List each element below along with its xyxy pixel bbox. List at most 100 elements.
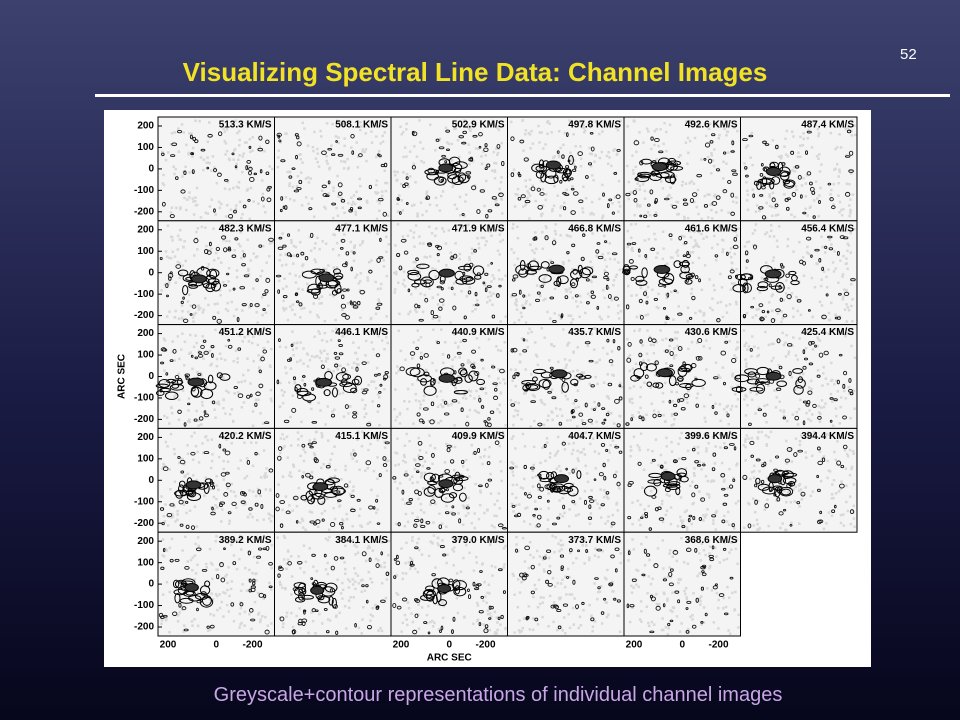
noise-contour	[212, 400, 216, 405]
emission-core	[318, 273, 335, 283]
noise-pixel	[236, 131, 239, 135]
noise-pixel	[615, 273, 619, 276]
noise-contour	[703, 157, 707, 161]
noise-contour	[491, 365, 496, 369]
noise-contour	[160, 347, 167, 352]
noise-pixel	[182, 500, 186, 503]
emission-contour	[158, 378, 171, 389]
noise-contour	[608, 294, 612, 299]
noise-pixel	[409, 293, 413, 296]
noise-contour	[499, 368, 505, 374]
noise-pixel	[166, 445, 169, 448]
noise-pixel	[783, 414, 786, 418]
noise-pixel	[385, 459, 388, 463]
noise-pixel	[532, 445, 536, 449]
noise-pixel	[805, 173, 809, 177]
noise-pixel	[649, 489, 653, 493]
noise-pixel	[450, 382, 453, 386]
noise-pixel	[204, 476, 208, 479]
noise-pixel	[190, 132, 193, 135]
noise-pixel	[194, 119, 197, 123]
noise-pixel	[191, 624, 194, 627]
emission-contour	[779, 486, 794, 497]
noise-contour	[239, 286, 246, 290]
noise-pixel	[571, 370, 575, 373]
noise-contour	[711, 404, 715, 409]
noise-pixel	[538, 131, 542, 134]
noise-pixel	[520, 315, 524, 318]
noise-pixel	[610, 299, 614, 302]
noise-contour	[678, 398, 685, 402]
noise-pixel	[187, 409, 190, 412]
noise-contour	[715, 195, 721, 200]
noise-pixel	[645, 352, 649, 356]
noise-pixel	[205, 161, 209, 165]
noise-pixel	[335, 241, 339, 245]
noise-pixel	[167, 514, 170, 518]
noise-pixel	[850, 283, 853, 286]
noise-pixel	[771, 191, 775, 195]
noise-pixel	[812, 223, 815, 227]
noise-pixel	[711, 435, 715, 439]
noise-pixel	[605, 154, 609, 158]
noise-pixel	[644, 289, 648, 293]
noise-pixel	[199, 156, 203, 159]
noise-pixel	[396, 202, 399, 206]
emission-contour	[749, 387, 764, 392]
noise-pixel	[422, 399, 425, 402]
noise-pixel	[629, 445, 633, 448]
noise-pixel	[561, 391, 564, 394]
noise-pixel	[766, 476, 769, 480]
noise-contour	[601, 407, 606, 411]
noise-pixel	[763, 508, 767, 511]
noise-pixel	[230, 217, 234, 220]
noise-contour	[626, 357, 632, 363]
noise-pixel	[528, 522, 532, 526]
noise-pixel	[469, 390, 473, 393]
noise-pixel	[636, 182, 639, 185]
noise-pixel	[642, 141, 645, 144]
noise-contour	[159, 256, 163, 261]
noise-contour	[641, 416, 645, 422]
noise-pixel	[385, 235, 388, 239]
noise-contour	[728, 484, 734, 489]
noise-contour	[298, 179, 303, 185]
noise-pixel	[601, 253, 604, 256]
noise-pixel	[256, 537, 259, 540]
noise-pixel	[337, 136, 340, 139]
noise-pixel	[247, 165, 250, 168]
noise-pixel	[338, 121, 341, 125]
noise-pixel	[334, 269, 337, 273]
noise-contour	[631, 242, 637, 245]
noise-pixel	[422, 511, 426, 514]
noise-pixel	[301, 263, 305, 266]
noise-pixel	[431, 317, 435, 320]
noise-pixel	[639, 354, 643, 357]
noise-pixel	[719, 446, 722, 449]
noise-pixel	[310, 471, 314, 474]
noise-pixel	[542, 282, 546, 286]
noise-contour	[190, 525, 196, 530]
noise-pixel	[744, 365, 748, 368]
noise-pixel	[279, 381, 282, 385]
noise-contour	[424, 297, 429, 303]
noise-pixel	[829, 379, 833, 383]
noise-pixel	[380, 339, 384, 342]
noise-contour	[260, 196, 265, 202]
noise-contour	[843, 291, 850, 297]
noise-pixel	[512, 462, 515, 465]
noise-pixel	[421, 147, 425, 150]
noise-pixel	[639, 432, 643, 435]
noise-pixel	[539, 461, 542, 465]
noise-pixel	[204, 211, 207, 215]
noise-pixel	[807, 431, 810, 434]
noise-contour	[603, 418, 607, 422]
noise-pixel	[422, 284, 425, 287]
noise-pixel	[445, 504, 448, 508]
velocity-label: 497.8 KM/S	[568, 120, 621, 131]
noise-pixel	[214, 416, 217, 419]
noise-contour	[377, 373, 381, 376]
noise-pixel	[702, 311, 706, 315]
noise-contour	[183, 422, 187, 427]
noise-pixel	[355, 273, 359, 277]
